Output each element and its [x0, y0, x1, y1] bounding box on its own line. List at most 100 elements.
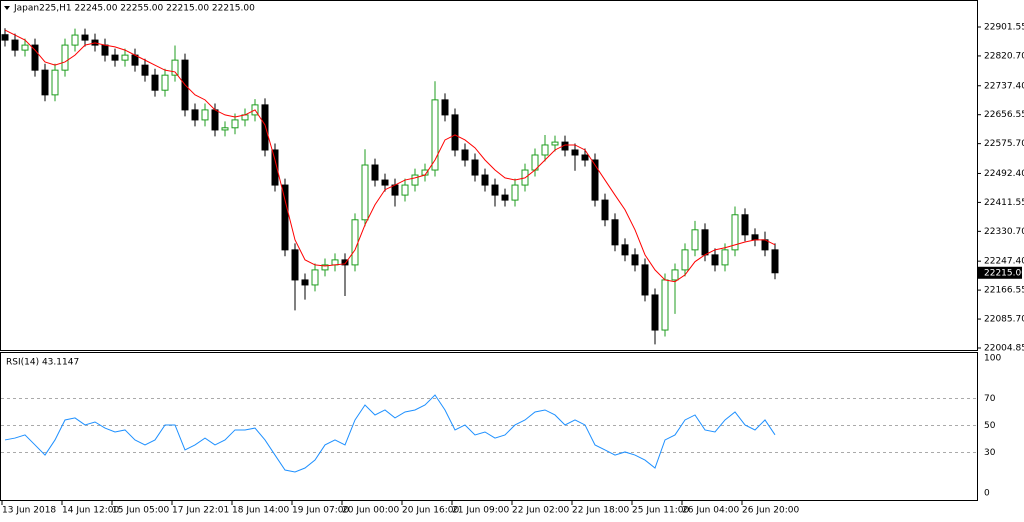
candle-body — [691, 229, 699, 251]
candle-body — [351, 219, 359, 266]
x-tick-label: 20 Jun 16:00 — [402, 506, 459, 516]
x-tick-label: 13 Jun 2018 — [2, 506, 56, 516]
candle-body — [311, 269, 319, 286]
candle-body — [231, 119, 239, 129]
x-tick-label: 14 Jun 12:00 — [62, 506, 119, 516]
candle-body — [651, 294, 659, 331]
y-tick-label: 22247.40 — [984, 257, 1024, 267]
y-tick-label: 22004.85 — [984, 343, 1024, 353]
moving-average-line — [4, 29, 776, 283]
candle-body — [401, 184, 409, 196]
candle-body — [661, 279, 669, 331]
candle-body — [141, 64, 149, 76]
candle-body — [31, 44, 39, 71]
x-tick-label: 26 Jun 04:00 — [682, 506, 739, 516]
y-tick-label: 22820.70 — [984, 51, 1024, 61]
candle-body — [461, 149, 469, 161]
candle-body — [451, 114, 459, 151]
candle-body — [271, 149, 279, 186]
candle-body — [71, 34, 79, 46]
x-tick-label: 21 Jun 09:00 — [452, 506, 509, 516]
candle-body — [81, 34, 89, 41]
rsi-tick-label: 70 — [984, 394, 996, 404]
candle-body — [581, 154, 589, 161]
candle-body — [551, 141, 559, 146]
y-tick-label: 22901.55 — [984, 22, 1024, 32]
candle-body — [1, 34, 9, 41]
candle-body — [541, 144, 549, 156]
candle-body — [481, 174, 489, 186]
candle-body — [371, 164, 379, 181]
x-tick-label: 15 Jun 05:00 — [112, 506, 169, 516]
candle-body — [61, 44, 69, 71]
x-tick-label: 26 Jun 20:00 — [742, 506, 799, 516]
candle-body — [111, 54, 119, 61]
x-tick-label: 20 Jun 00:00 — [342, 506, 399, 516]
candle-body — [321, 264, 329, 271]
rsi-tick-label: 100 — [984, 354, 1001, 364]
x-tick-label: 22 Jun 18:00 — [572, 506, 629, 516]
candle-body — [361, 164, 369, 221]
candle-body — [511, 184, 519, 201]
candle-body — [101, 44, 109, 56]
candle-body — [701, 229, 709, 256]
chart-title: Japan225,H1 22245.00 22255.00 22215.00 2… — [13, 4, 255, 14]
candle-body — [601, 199, 609, 221]
candle-body — [21, 44, 29, 51]
candle-body — [681, 249, 689, 271]
y-tick-label: 22411.55 — [984, 198, 1024, 208]
candle-body — [731, 214, 739, 251]
candle-body — [441, 99, 449, 116]
candle-body — [341, 259, 349, 266]
rsi-line — [4, 394, 776, 473]
candle-body — [281, 184, 289, 251]
y-tick-label: 22656.55 — [984, 110, 1024, 120]
candle-body — [471, 159, 479, 176]
y-tick-label: 22492.40 — [984, 169, 1024, 179]
candle-body — [671, 269, 679, 281]
candle-body — [621, 244, 629, 256]
candle-body — [751, 234, 759, 241]
rsi-tick-label: 0 — [984, 489, 990, 499]
candle-body — [631, 254, 639, 266]
indicator-title: RSI(14) 43.1147 — [6, 358, 79, 368]
candle-body — [41, 69, 49, 96]
candle-body — [431, 99, 439, 171]
candle-body — [741, 214, 749, 236]
candle-body — [201, 109, 209, 121]
candle-body — [381, 179, 389, 186]
last-price-tag-bg — [978, 266, 1022, 279]
candle-body — [161, 74, 169, 91]
candle-body — [591, 159, 599, 201]
rsi-panel-frame — [0, 352, 978, 501]
y-tick-label: 22166.55 — [984, 286, 1024, 296]
y-tick-label: 22085.70 — [984, 315, 1024, 325]
candle-body — [711, 254, 719, 266]
candle-body — [721, 249, 729, 266]
x-tick-label: 19 Jun 07:00 — [292, 506, 349, 516]
candle-body — [291, 249, 299, 281]
candle-body — [301, 279, 309, 286]
candle-body — [411, 174, 419, 186]
panel-arrow — [4, 6, 10, 10]
candle-body — [211, 109, 219, 131]
last-price-tag: 22215.00 — [984, 268, 1024, 278]
y-tick-label: 22575.70 — [984, 139, 1024, 149]
candle-body — [571, 149, 579, 156]
rsi-tick-label: 30 — [984, 448, 996, 458]
candle-body — [611, 219, 619, 246]
candle-body — [121, 54, 129, 61]
candle-body — [501, 194, 509, 201]
candle-body — [221, 127, 229, 131]
candle-body — [491, 184, 499, 196]
x-tick-label: 18 Jun 14:00 — [232, 506, 289, 516]
x-tick-label: 25 Jun 11:00 — [632, 506, 689, 516]
candle-body — [641, 264, 649, 296]
y-tick-label: 22330.70 — [984, 227, 1024, 237]
x-tick-label: 22 Jun 02:00 — [512, 506, 569, 516]
candle-body — [171, 59, 179, 76]
candle-body — [771, 249, 779, 274]
y-tick-label: 22737.40 — [984, 81, 1024, 91]
candle-body — [261, 104, 269, 151]
